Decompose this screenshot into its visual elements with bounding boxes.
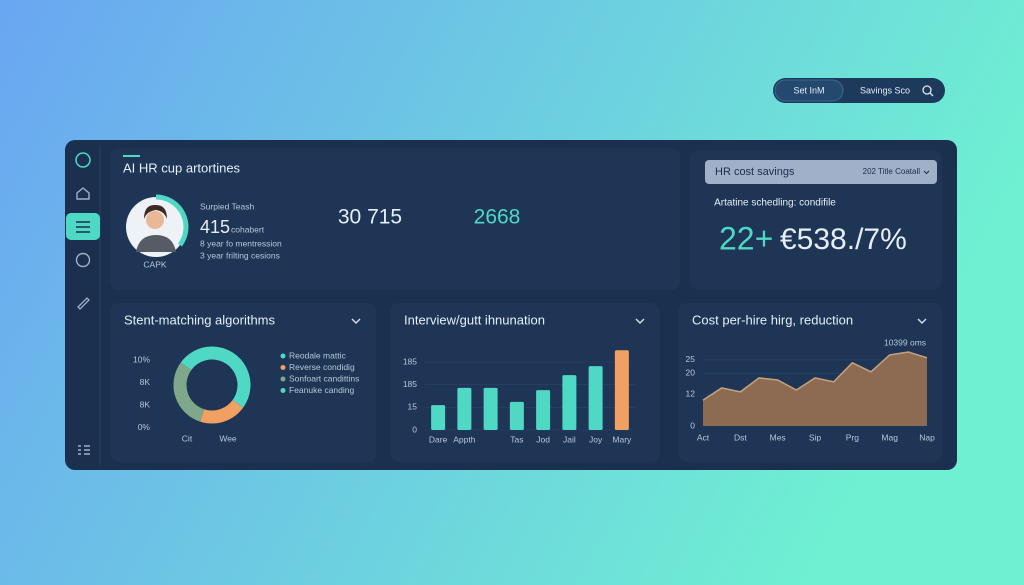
chevron[interactable] xyxy=(351,318,361,325)
profile-heading: Surpied Teash xyxy=(200,201,254,211)
x-label: Wee xyxy=(219,433,237,443)
nav-icon[interactable] xyxy=(76,187,90,200)
nav-icon[interactable] xyxy=(75,252,91,268)
chevron[interactable] xyxy=(917,318,927,325)
axis-label: 8K xyxy=(140,399,151,409)
nav-icon xyxy=(76,221,90,233)
y-tick-label: 0 xyxy=(690,420,695,430)
profile-count-label: cohabert xyxy=(231,224,265,234)
nav-icon[interactable] xyxy=(75,152,91,168)
x-tick-label: Nap xyxy=(919,432,935,442)
chart-title: Stent-matching algorithms xyxy=(124,312,276,327)
x-tick-label: Mag xyxy=(881,432,898,442)
savings-card xyxy=(690,150,942,290)
savings-header[interactable] xyxy=(705,160,937,184)
donut-segment xyxy=(173,362,205,422)
set-button[interactable] xyxy=(774,79,844,102)
x-tick-label: Joy xyxy=(589,434,603,444)
button-label[interactable]: Set InM xyxy=(793,85,824,95)
legend-swatch xyxy=(280,376,286,382)
search-icon[interactable] xyxy=(922,85,932,95)
avatar-hair xyxy=(144,204,167,219)
chevron[interactable] xyxy=(635,318,645,325)
avatar-ring xyxy=(155,194,189,247)
avatar-face xyxy=(146,211,164,229)
x-tick-label: Prg xyxy=(846,432,860,442)
profile-line: 3 year frilting cesions xyxy=(200,250,280,260)
area xyxy=(703,352,927,426)
legend-swatch xyxy=(280,353,286,359)
search-icon xyxy=(929,92,934,97)
x-label: Cit xyxy=(182,433,193,443)
chevron xyxy=(923,170,930,175)
profile-line: 8 year fo mentression xyxy=(200,238,282,248)
x-tick-label: Act xyxy=(697,432,710,442)
profile-count: 415 xyxy=(200,217,230,237)
x-tick-label: Mary xyxy=(612,434,632,444)
bar xyxy=(509,401,524,430)
y-tick-label: 15 xyxy=(408,402,418,412)
axis-label: 10% xyxy=(133,354,150,364)
bar xyxy=(457,387,472,430)
y-tick-label: 0 xyxy=(412,424,417,434)
savings-value: 22+ xyxy=(719,220,773,256)
x-tick-label: Dare xyxy=(429,434,448,444)
legend-label: Reodale mattic xyxy=(289,350,346,360)
nav-icon[interactable] xyxy=(78,445,90,455)
legend-swatch xyxy=(280,388,286,393)
avatar-body xyxy=(136,235,176,252)
bar xyxy=(431,405,446,430)
legend-label: Feanuke canding xyxy=(289,385,354,395)
bar xyxy=(536,390,551,430)
y-tick-label: 25 xyxy=(686,354,696,364)
y-tick-label: 20 xyxy=(686,367,696,377)
savings-dropdown[interactable]: 202 Title Coatall xyxy=(863,167,921,176)
bar xyxy=(483,387,498,430)
savings-subtitle: Artatine schedling: condifile xyxy=(714,198,836,209)
axis-label: 8K xyxy=(140,377,151,387)
x-tick-label: Dst xyxy=(734,432,747,442)
chart-title: Interview/gutt ihnunation xyxy=(404,312,545,327)
legend-label: Sonfoart candittins xyxy=(289,373,359,383)
profile-card xyxy=(110,148,680,290)
chart-title: Cost per-hire hirg, reduction xyxy=(692,312,853,327)
search-label[interactable]: Savings Sco xyxy=(860,85,910,95)
axis-label: 0% xyxy=(138,422,151,432)
stat: 30 715 xyxy=(338,206,402,229)
legend-label: Reverse condidig xyxy=(289,362,355,372)
y-tick-label: 185 xyxy=(403,379,417,389)
stat: 2668 xyxy=(474,206,521,229)
x-tick-label: Mes xyxy=(770,432,786,442)
savings-value: €538./7% xyxy=(780,223,907,256)
y-tick-label: 185 xyxy=(403,356,417,366)
legend-swatch xyxy=(280,365,286,370)
annotation: 10399 oms xyxy=(884,337,926,347)
nav-icon[interactable] xyxy=(77,297,90,310)
savings-title: HR cost savings xyxy=(715,166,795,178)
bar xyxy=(562,375,577,430)
donut-segment xyxy=(180,346,213,371)
bar xyxy=(588,366,603,430)
y-tick-label: 12 xyxy=(686,389,696,399)
x-tick-label: Jod xyxy=(536,434,550,444)
avatar-label: CAPK xyxy=(143,259,166,269)
bar xyxy=(614,350,629,430)
donut-segment xyxy=(211,346,251,408)
area-line xyxy=(702,351,928,401)
x-tick-label: Sip xyxy=(809,432,822,442)
x-tick-label: Jail xyxy=(563,434,576,444)
card-title: AI HR cup artortines xyxy=(123,160,241,175)
x-tick-label: Appth xyxy=(453,434,475,444)
donut-segment xyxy=(200,399,244,424)
x-tick-label: Tas xyxy=(510,434,523,444)
